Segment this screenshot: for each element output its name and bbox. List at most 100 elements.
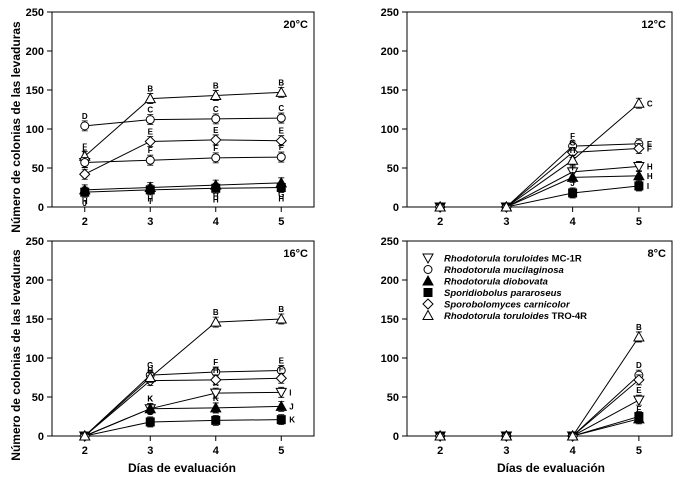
significance-letter: B [213,81,219,90]
significance-letter: K [213,394,219,403]
data-point [566,171,579,182]
panel-title: 20°C [283,19,308,31]
series-line [440,379,640,437]
significance-letter: K [289,416,295,425]
data-point [275,134,287,147]
y-tick-label: 200 [26,275,44,287]
data-point [633,330,645,342]
significance-letter: F [279,364,284,373]
significance-letter: C [278,104,284,113]
significance-letter: C [213,105,219,114]
significance-letter: E [213,126,219,135]
y-tick-label: 150 [26,314,44,326]
significance-letter: K [147,395,153,404]
significance-letter: G [570,138,576,147]
data-point [566,154,579,165]
data-point [211,183,221,193]
y-tick-label: 50 [32,163,44,175]
data-point [80,187,90,197]
data-point [276,415,286,425]
panel-title: 12°C [641,19,666,31]
y-tick-label: 100 [26,353,44,365]
series-line [440,175,639,208]
x-tick-label: 4 [213,445,220,457]
significance-letter: E [279,356,285,365]
significance-letter: I [289,388,291,397]
significance-letter: F [636,405,641,414]
significance-letter: H [82,197,88,206]
legend-entry: Rhodotorula toruloides MC-1R [444,254,582,265]
ylabel-top: Número de colonias de las levaduras [9,21,23,233]
y-tick-label: 150 [381,85,399,97]
x-tick-label: 5 [636,445,642,457]
series-line [84,377,282,437]
data-point [211,415,221,425]
legend-marker [423,265,433,274]
significance-letter: H [647,172,653,181]
legend-entry: Sporobolomyces carnicolor [444,300,571,311]
significance-letter: H [213,195,219,204]
significance-letter: E [636,386,642,395]
legend-entry: Rhodotorula toruloides TRO-4R [444,311,587,322]
significance-letter: B [636,323,642,332]
series-line [440,143,639,208]
x-tick-label: 5 [278,216,284,228]
x-tick-label: 3 [147,445,153,457]
data-point [210,374,222,386]
y-tick-label: 100 [381,124,399,136]
data-point [275,86,288,97]
series-line [84,91,282,157]
significance-letter: H [213,366,219,375]
y-tick-label: 200 [381,275,399,287]
data-point [275,400,288,411]
data-point [145,185,155,195]
significance-letter: H [647,162,653,171]
data-point [276,152,286,162]
significance-letter: B [278,305,284,314]
data-point [276,113,286,123]
xlabel-left: Días de evaluación [128,461,236,475]
y-tick-label: 150 [381,314,399,326]
series-line [84,369,282,437]
data-point [634,181,644,191]
data-point [79,168,91,180]
significance-letter: E [647,140,653,149]
series-line [84,139,282,175]
legend-marker [422,274,434,286]
y-tick-label: 0 [38,202,44,214]
legend: Rhodotorula toruloides MC-1R Rhodotorula … [422,253,587,322]
data-point [568,188,578,198]
data-point [275,387,288,399]
series-line [440,148,639,208]
series-line [84,182,282,191]
significance-letter: H [213,192,219,201]
panel-title: 8°C [648,248,667,260]
significance-letter: B [278,78,284,87]
significance-letter: H [570,146,576,155]
significance-letter: I [572,163,574,172]
ylabel-bottom: Número de colonias de las levaduras [9,249,23,461]
significance-letter: C [147,106,153,115]
series-line [84,117,282,127]
significance-letter: J [289,402,293,411]
significance-letter: F [279,143,284,152]
plot-frame [406,11,673,208]
series-line [84,318,282,437]
data-point [209,316,222,327]
plot-frame [51,240,315,437]
significance-letter: H [147,367,153,376]
data-point [144,92,157,104]
x-tick-label: 4 [213,216,220,228]
panel-title: 16°C [283,248,308,260]
significance-letter: K [213,406,219,415]
data-point [209,388,222,400]
series-line [440,418,640,437]
significance-letter: K [147,395,153,404]
significance-letter: I [647,182,649,191]
x-tick-label: 2 [437,445,443,457]
data-point [80,158,90,168]
y-tick-label: 250 [381,7,399,19]
significance-letter: L [148,408,153,417]
